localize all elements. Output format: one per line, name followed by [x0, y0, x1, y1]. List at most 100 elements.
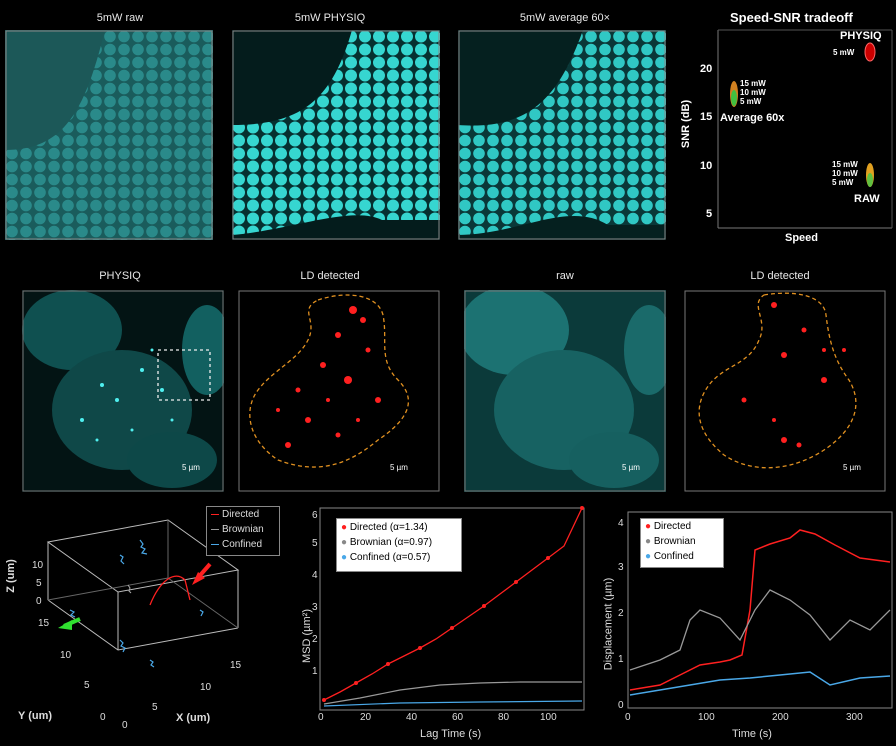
avg-point-label: 15 mW — [740, 79, 766, 88]
raw-point-label: 5 mW — [832, 178, 854, 187]
msd-ytick: 4 — [312, 570, 318, 581]
tradeoff-xlabel: Speed — [785, 232, 819, 244]
disp-xtick: 300 — [846, 712, 863, 723]
scalebar-label: 5 µm — [182, 463, 200, 472]
legend-item-confined: ● Confined — [645, 551, 694, 562]
tradeoff-ytick: 15 — [700, 111, 713, 123]
disp-directed-line — [629, 529, 891, 691]
disp-legend: ● Directed ● Brownian ● Confined — [640, 518, 724, 568]
legend-label: Brownian — [653, 536, 696, 547]
disp-ytick: 1 — [618, 654, 624, 665]
legend-label: Directed — [653, 521, 692, 532]
legend-label: Confined (α=0.57) — [349, 552, 431, 563]
panel-title-average: 5mW average 60× — [519, 12, 611, 24]
z-axis-label: Z (um) — [4, 559, 17, 593]
disp-xtick: 200 — [772, 712, 789, 723]
tradeoff-ylabel: SNR (dB) — [680, 99, 693, 149]
tradeoff-ytick: 10 — [700, 160, 713, 172]
panel-title-ld-detected-2: LD detected — [750, 270, 810, 282]
trajectory-legend: Directed Brownian Confined — [206, 506, 280, 556]
image-physiq-cell — [22, 290, 224, 492]
disp-xlabel: Time (s) — [732, 728, 772, 740]
panel-title-raw-cell: raw — [556, 270, 574, 282]
scalebar-label: 5 µm — [622, 463, 640, 472]
image-5mw-average — [458, 30, 666, 240]
disp-xtick: 0 — [625, 712, 631, 723]
legend-label: Confined — [653, 551, 694, 562]
legend-label: Brownian — [222, 524, 264, 535]
physiq-label: PHYSIQ — [840, 30, 882, 42]
msd-xtick: 80 — [498, 712, 510, 723]
disp-ytick: 3 — [618, 562, 624, 573]
msd-xtick: 40 — [406, 712, 418, 723]
legend-item-brownian: ● Brownian (α=0.97) — [341, 537, 433, 548]
disp-ylabel: Displacement (µm) — [602, 577, 615, 671]
y-tick: 15 — [38, 618, 50, 629]
legend-item-confined: Confined — [211, 539, 262, 550]
x-axis-label: X (um) — [176, 712, 211, 724]
raw-point-label: 15 mW — [832, 160, 858, 169]
x-tick: 15 — [230, 660, 242, 671]
disp-brownian-line — [629, 589, 891, 671]
image-5mw-physiq — [232, 30, 440, 240]
tradeoff-title: Speed-SNR tradeoff — [730, 10, 853, 25]
avg-point-label: 5 mW — [740, 97, 762, 106]
legend-item-directed: Directed — [211, 509, 259, 520]
msd-legend: ● Directed (α=1.34) ● Brownian (α=0.97) … — [336, 518, 462, 572]
disp-ytick: 4 — [618, 518, 624, 529]
msd-ytick: 2 — [312, 634, 318, 645]
legend-item-brownian: Brownian — [211, 524, 264, 535]
tradeoff-ytick: 20 — [700, 63, 713, 75]
msd-xtick: 60 — [452, 712, 464, 723]
legend-label: Brownian (α=0.97) — [349, 537, 433, 548]
x-tick: 10 — [200, 682, 212, 693]
y-tick: 10 — [60, 650, 72, 661]
legend-label: Directed — [222, 509, 260, 520]
msd-chart: ● Directed (α=1.34) ● Brownian (α=0.97) … — [300, 500, 600, 746]
panel-title-ld-detected-1: LD detected — [300, 270, 360, 282]
scalebar-label: 5 µm — [390, 463, 408, 472]
x-tick: 0 — [122, 720, 128, 731]
disp-ytick: 0 — [618, 700, 624, 711]
avg-label: Average 60x — [720, 112, 785, 124]
msd-ytick: 1 — [312, 666, 318, 677]
displacement-chart: ● Directed ● Brownian ● Confined Displac… — [600, 500, 896, 746]
legend-item-confined: ● Confined (α=0.57) — [341, 552, 431, 563]
legend-label: Directed (α=1.34) — [349, 522, 428, 533]
image-raw-cell — [464, 290, 666, 492]
scalebar-label: 5 µm — [843, 463, 861, 472]
tradeoff-ytick: 5 — [706, 208, 713, 220]
speed-snr-tradeoff-chart: Speed-SNR tradeoff SNR (dB) 20 15 10 5 S… — [670, 0, 896, 250]
panel-title-physiq: 5mW PHYSIQ — [294, 12, 366, 24]
msd-xtick: 100 — [540, 712, 557, 723]
msd-xtick: 20 — [360, 712, 372, 723]
disp-ytick: 2 — [618, 608, 624, 619]
image-ld-detected-2 — [684, 290, 886, 492]
msd-ytick: 6 — [312, 510, 318, 521]
legend-item-directed: ● Directed (α=1.34) — [341, 522, 428, 533]
msd-ytick: 3 — [312, 602, 318, 613]
avg-point-label: 10 mW — [740, 88, 766, 97]
msd-xtick: 0 — [318, 712, 324, 723]
panel-title-physiq-cell: PHYSIQ — [99, 270, 141, 282]
z-tick: 5 — [36, 578, 42, 589]
y-tick: 5 — [84, 680, 90, 691]
trajectory-3d-plot: Directed Brownian Confined Z (um) 10 5 0… — [0, 500, 300, 746]
raw-label: RAW — [854, 193, 880, 205]
y-tick: 0 — [100, 712, 106, 723]
msd-ytick: 5 — [312, 538, 318, 549]
panel-title-raw: 5mW raw — [96, 12, 144, 24]
legend-item-brownian: ● Brownian — [645, 536, 696, 547]
msd-xlabel: Lag Time (s) — [420, 728, 482, 740]
disp-confined-line — [629, 671, 891, 696]
image-ld-detected-1 — [238, 290, 440, 492]
z-tick: 0 — [36, 596, 42, 607]
physiq-point-label: 5 mW — [833, 48, 855, 57]
disp-xtick: 100 — [698, 712, 715, 723]
x-tick: 5 — [152, 702, 158, 713]
legend-label: Confined — [222, 539, 263, 550]
raw-point-label: 10 mW — [832, 169, 858, 178]
image-5mw-raw — [5, 30, 213, 240]
z-tick: 10 — [32, 560, 44, 571]
y-axis-label: Y (um) — [18, 710, 53, 722]
